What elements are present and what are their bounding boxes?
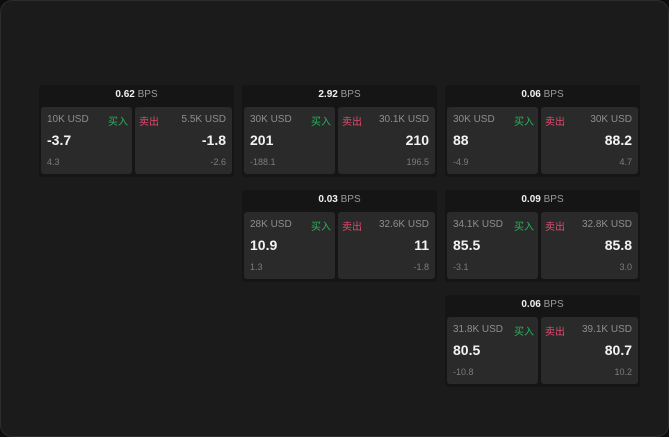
spread-header: 0.06 BPS <box>445 85 640 105</box>
spread-unit: BPS <box>543 299 564 310</box>
price-widget: 0.09 BPS 34.1K USD 买入 85.5 -3.1 卖出 32.8K… <box>445 190 640 282</box>
buy-button[interactable]: 34.1K USD 买入 85.5 -3.1 <box>447 212 538 279</box>
buy-label: 买入 <box>108 117 128 128</box>
sell-button[interactable]: 卖出 5.5K USD -1.8 -2.6 <box>135 107 232 174</box>
sell-price: -1.8 <box>201 132 226 148</box>
buy-price: 80.5 <box>453 342 481 358</box>
buy-label: 买入 <box>514 117 534 128</box>
buy-price: -3.7 <box>47 132 72 148</box>
price-widget: 2.92 BPS 30K USD 买入 201 -188.1 卖出 30.1K … <box>242 85 437 177</box>
sell-label: 卖出 <box>139 117 159 128</box>
buy-change: 4.3 <box>47 157 60 167</box>
spread-value: 0.03 <box>318 194 338 205</box>
buy-change: -3.1 <box>453 262 469 272</box>
spread-header: 0.06 BPS <box>445 295 640 315</box>
sell-label: 卖出 <box>545 117 565 128</box>
sell-quantity: 39.1K USD <box>581 324 632 335</box>
sell-button[interactable]: 卖出 30K USD 88.2 4.7 <box>541 107 638 174</box>
spread-header: 2.92 BPS <box>242 85 437 105</box>
sell-label: 卖出 <box>545 327 565 338</box>
buy-label: 买入 <box>311 117 331 128</box>
sell-price: 88.2 <box>604 132 632 148</box>
buy-quantity: 34.1K USD <box>453 219 504 230</box>
price-widget: 0.06 BPS 31.8K USD 买入 80.5 -10.8 卖出 39.1… <box>445 295 640 387</box>
buy-button[interactable]: 31.8K USD 买入 80.5 -10.8 <box>447 317 538 384</box>
sell-label: 卖出 <box>342 117 362 128</box>
sell-quantity: 5.5K USD <box>181 114 226 125</box>
spread-unit: BPS <box>137 89 158 100</box>
buy-button[interactable]: 30K USD 买入 88 -4.9 <box>447 107 538 174</box>
sell-price: 80.7 <box>604 342 632 358</box>
sell-price: 210 <box>405 132 429 148</box>
spread-header: 0.03 BPS <box>242 190 437 210</box>
sell-change: -1.8 <box>413 262 429 272</box>
spread-unit: BPS <box>340 194 361 205</box>
sell-change: 10.2 <box>614 367 632 377</box>
spread-header: 0.62 BPS <box>39 85 234 105</box>
sell-price: 85.8 <box>604 237 632 253</box>
buy-price: 85.5 <box>453 237 481 253</box>
buy-label: 买入 <box>514 222 534 233</box>
spread-value: 0.09 <box>521 194 541 205</box>
spread-unit: BPS <box>543 89 564 100</box>
price-widget: 0.62 BPS 10K USD 买入 -3.7 4.3 卖出 5.5K USD… <box>39 85 234 177</box>
buy-quantity: 30K USD <box>453 114 495 125</box>
spread-header: 0.09 BPS <box>445 190 640 210</box>
sell-price: 11 <box>414 237 429 253</box>
buy-label: 买入 <box>514 327 534 338</box>
buy-change: -10.8 <box>453 367 474 377</box>
price-widget: 0.06 BPS 30K USD 买入 88 -4.9 卖出 30K USD 8… <box>445 85 640 177</box>
buy-quantity: 30K USD <box>250 114 292 125</box>
spread-value: 0.62 <box>115 89 135 100</box>
spread-unit: BPS <box>340 89 361 100</box>
sell-quantity: 30.1K USD <box>378 114 429 125</box>
buy-price: 201 <box>250 132 274 148</box>
buy-button[interactable]: 28K USD 买入 10.9 1.3 <box>244 212 335 279</box>
sell-quantity: 32.8K USD <box>581 219 632 230</box>
buy-quantity: 10K USD <box>47 114 89 125</box>
sell-change: 4.7 <box>619 157 632 167</box>
buy-button[interactable]: 10K USD 买入 -3.7 4.3 <box>41 107 132 174</box>
buy-change: -4.9 <box>453 157 469 167</box>
buy-change: -188.1 <box>250 157 276 167</box>
spread-unit: BPS <box>543 194 564 205</box>
price-widget: 0.03 BPS 28K USD 买入 10.9 1.3 卖出 32.6K US… <box>242 190 437 282</box>
sell-change: 3.0 <box>619 262 632 272</box>
buy-price: 88 <box>453 132 469 148</box>
buy-quantity: 28K USD <box>250 219 292 230</box>
buy-price: 10.9 <box>250 237 278 253</box>
buy-button[interactable]: 30K USD 买入 201 -188.1 <box>244 107 335 174</box>
sell-change: 196.5 <box>406 157 429 167</box>
sell-quantity: 32.6K USD <box>378 219 429 230</box>
buy-change: 1.3 <box>250 262 263 272</box>
sell-quantity: 30K USD <box>590 114 632 125</box>
sell-button[interactable]: 卖出 39.1K USD 80.7 10.2 <box>541 317 638 384</box>
spread-value: 0.06 <box>521 299 541 310</box>
buy-quantity: 31.8K USD <box>453 324 504 335</box>
sell-button[interactable]: 卖出 32.6K USD 11 -1.8 <box>338 212 435 279</box>
sell-button[interactable]: 卖出 32.8K USD 85.8 3.0 <box>541 212 638 279</box>
spread-value: 2.92 <box>318 89 338 100</box>
sell-change: -2.6 <box>210 157 226 167</box>
sell-button[interactable]: 卖出 30.1K USD 210 196.5 <box>338 107 435 174</box>
spread-value: 0.06 <box>521 89 541 100</box>
sell-label: 卖出 <box>545 222 565 233</box>
buy-label: 买入 <box>311 222 331 233</box>
sell-label: 卖出 <box>342 222 362 233</box>
